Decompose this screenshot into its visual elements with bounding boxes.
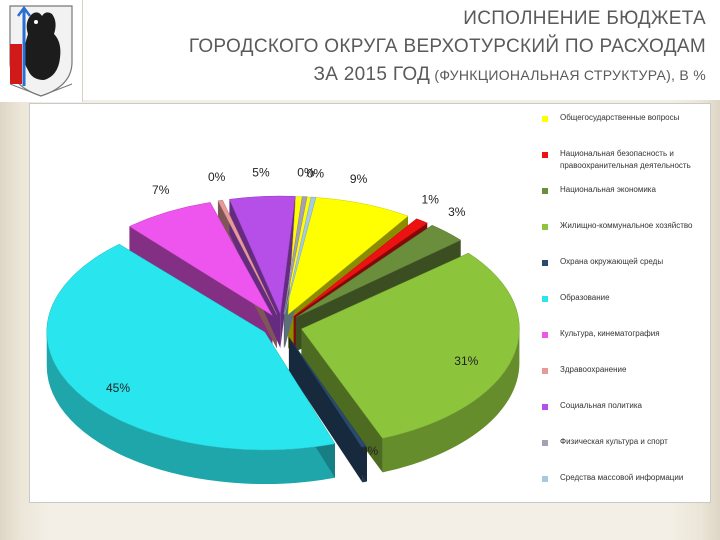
pie-label-10: 0% <box>307 166 325 180</box>
legend-swatch <box>542 332 548 338</box>
legend-item: Социальная политика <box>540 400 710 436</box>
legend-label: Охрана окружающей среды <box>560 257 664 266</box>
legend-swatch <box>542 224 548 230</box>
verkhoturye-coat-of-arms <box>0 0 83 102</box>
pie-label-6: 7% <box>152 183 170 197</box>
legend-label: Социальная политика <box>560 401 642 410</box>
pie-slices <box>46 195 520 451</box>
legend-swatch <box>542 296 548 302</box>
legend-swatch <box>542 368 548 374</box>
legend-item: Общегосударственные вопросы <box>540 112 710 148</box>
title-line-1: ИСПОЛНЕНИЕ БЮДЖЕТА <box>463 8 706 29</box>
pie-slice-9 <box>283 196 308 315</box>
pie-label-0: 9% <box>350 172 368 186</box>
pie-label-5: 45% <box>106 381 130 395</box>
chart-legend: Общегосударственные вопросы Национальная … <box>540 112 710 508</box>
pie-slice-cut-4-1 <box>288 337 363 483</box>
pie-slice-3 <box>301 252 520 439</box>
title-line-3-main: ЗА 2015 ГОД <box>313 64 431 85</box>
pie-label-9: 0% <box>297 166 315 180</box>
pie-slice-6 <box>128 202 274 317</box>
legend-item: Жилищно-коммунальное хозяйство <box>540 220 710 256</box>
legend-item: Культура, кинематография <box>540 328 710 364</box>
legend-label: Средства массовой информации <box>560 473 684 482</box>
legend-swatch <box>542 260 548 266</box>
legend-item: Здравоохранение <box>540 364 710 400</box>
slide-title: ИСПОЛНЕНИЕ БЮДЖЕТА ГОРОДСКОГО ОКРУГА ВЕР… <box>146 5 706 89</box>
pie-label-4: 0% <box>361 444 379 458</box>
title-line-3: ЗА 2015 ГОД (ФУНКЦИОНАЛЬНАЯ СТРУКТУРА), … <box>146 61 706 89</box>
pie-slice-4 <box>288 337 368 449</box>
pie-slice-5 <box>46 243 336 451</box>
pie-labels: 9%1%3%31%0%45%7%0% 5% 0%0% <box>106 166 479 459</box>
legend-swatch <box>542 440 548 446</box>
pie-chart: 9%1%3%31%0%45%7%0% 5% 0%0% <box>46 166 520 485</box>
legend-label: Общегосударственные вопросы <box>560 113 680 122</box>
legend-label: Национальная безопасность и правоохранит… <box>560 149 691 170</box>
pie-slice-8 <box>229 195 296 315</box>
title-line-3-sub: (ФУНКЦИОНАЛЬНАЯ СТРУКТУРА), В % <box>430 67 706 83</box>
legend-label: Здравоохранение <box>560 365 627 374</box>
legend-swatch <box>542 188 548 194</box>
pie-slice-0 <box>287 196 409 316</box>
pie-slice-10 <box>284 196 317 315</box>
legend-label: Культура, кинематография <box>560 329 660 338</box>
pie-slice-wall-5 <box>46 332 336 485</box>
pie-label-8: 5% <box>252 166 270 180</box>
pie-slice-1 <box>293 218 428 317</box>
pie-label-2: 3% <box>448 205 466 219</box>
legend-label: Национальная экономика <box>560 185 656 194</box>
pie-slice-7 <box>217 199 278 315</box>
pie-label-3: 31% <box>454 354 478 368</box>
legend-swatch <box>542 116 548 122</box>
legend-item: Физическая культура и спорт <box>540 436 710 472</box>
legend-item: Средства массовой информации <box>540 472 710 508</box>
legend-swatch <box>542 476 548 482</box>
legend-item: Национальная безопасность и правоохранит… <box>540 148 710 184</box>
pie-label-7: 0% <box>208 170 226 184</box>
pie-slice-cut-8-1 <box>280 196 296 349</box>
legend-item: Национальная экономика <box>540 184 710 220</box>
legend-label: Физическая культура и спорт <box>560 437 668 446</box>
legend-item: Образование <box>540 292 710 328</box>
pie-slice-cut-3-1 <box>301 328 383 473</box>
legend-label: Образование <box>560 293 610 302</box>
pie-slice-wall-3 <box>382 328 520 473</box>
header-band <box>0 0 720 100</box>
title-line-2: ГОРОДСКОГО ОКРУГА ВЕРХОТУРСКИЙ ПО РАСХОД… <box>188 36 706 57</box>
legend-item: Охрана окружающей среды <box>540 256 710 292</box>
chart-panel: 9% 1% 3% 31% 0% 45% 7% 0% 5% 0% 0% Общегосударстве… <box>29 103 711 503</box>
pie-label-1: 1% <box>422 193 440 207</box>
legend-swatch <box>542 152 548 158</box>
legend-swatch <box>542 404 548 410</box>
pie-slice-2 <box>295 224 462 318</box>
legend-label: Жилищно-коммунальное хозяйство <box>560 221 693 230</box>
